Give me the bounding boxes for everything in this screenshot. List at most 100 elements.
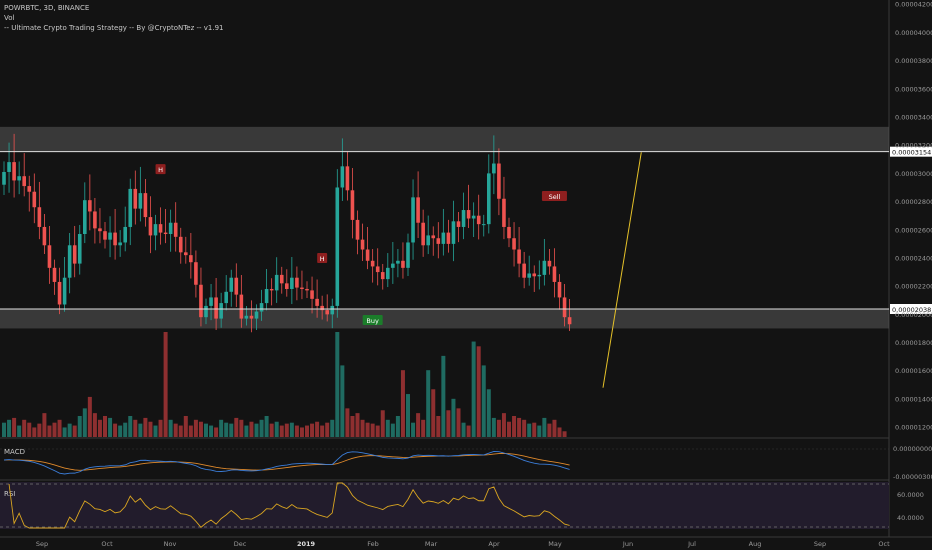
volume-bar: [370, 423, 375, 437]
candle-body: [2, 171, 6, 185]
candle-body: [173, 222, 178, 237]
volume-bar: [52, 422, 57, 437]
candle-body: [567, 317, 572, 325]
rsi-line-path: [8, 482, 570, 529]
candle-body: [123, 226, 127, 243]
candle-body: [355, 219, 360, 240]
candle-body: [320, 305, 324, 311]
price-tick-label: 0.00002000: [895, 311, 932, 319]
volume-bar: [193, 419, 198, 437]
price-tick-label: 0.00003200: [895, 142, 932, 150]
candle-body: [386, 267, 390, 280]
candle-body: [219, 303, 223, 319]
candle-body: [476, 215, 481, 225]
sell-signal-text: Sell: [549, 193, 561, 201]
volume-bar: [325, 422, 330, 437]
candle-body: [27, 186, 32, 192]
volume-bar: [542, 417, 547, 437]
candle-body: [345, 166, 350, 191]
candle-body: [502, 198, 506, 227]
volume-bar: [436, 416, 441, 437]
candle-body: [471, 215, 476, 219]
candle-body: [557, 281, 562, 298]
volume-bar: [441, 355, 446, 437]
volume-bar: [163, 332, 168, 437]
candle-body: [108, 232, 112, 240]
volume-bar: [138, 423, 143, 437]
candle-body: [340, 166, 345, 188]
price-tick-label: 0.00001200: [895, 424, 932, 432]
rsi-line: [8, 482, 570, 529]
support-price-label: 0.00002038: [892, 306, 931, 314]
candle-body: [547, 260, 552, 267]
macd-lines: [3, 451, 570, 475]
candle-body: [537, 274, 542, 277]
sell-signal-badge: [155, 164, 166, 175]
volume-bar: [537, 425, 542, 437]
time-tick-label: Sep: [814, 540, 826, 548]
candle-body: [234, 277, 239, 295]
volume-bar: [471, 341, 476, 437]
time-tick-label: Mar: [425, 540, 438, 548]
candle-body: [259, 303, 264, 312]
volume-bar: [335, 332, 340, 437]
candle-body: [88, 200, 92, 212]
volume-bar: [456, 408, 461, 437]
volume-bar: [92, 413, 97, 437]
candle-body: [350, 190, 355, 220]
candle-body: [93, 211, 97, 229]
candle-body: [52, 267, 57, 282]
strategy-indicator-label: -- Ultimate Crypto Trading Strategy -- B…: [4, 24, 224, 32]
volume-bar: [87, 396, 92, 437]
volume-bar: [103, 416, 107, 437]
candle-body: [466, 210, 471, 219]
candle-body: [300, 287, 304, 289]
price-axis-ticks: 0.00004200 0.00004000 0.00003800 0.00003600…: [895, 1, 932, 432]
time-tick-label: Oct: [878, 540, 890, 548]
volume-bar: [2, 422, 6, 437]
candle-body: [12, 162, 16, 181]
candle-body: [57, 281, 62, 305]
volume-bar: [133, 419, 138, 437]
volume-bar: [148, 421, 153, 437]
volume-bar: [32, 427, 37, 437]
volume-bar: [305, 425, 309, 437]
volume-bar: [264, 416, 269, 437]
volume-bar: [279, 425, 284, 437]
candle-body: [148, 217, 153, 236]
candle-body: [199, 284, 203, 318]
candle-body: [487, 173, 491, 225]
chart-axes: [0, 0, 932, 538]
candle-body: [527, 273, 531, 278]
price-tick-label: 0.00003800: [895, 57, 932, 65]
price-tick-label: 0.00002600: [895, 226, 932, 234]
candle-body: [194, 262, 198, 285]
buy-signal-badge: [362, 314, 383, 325]
volume-bar: [476, 346, 481, 437]
price-zone-1: [0, 309, 889, 329]
candle-body: [285, 283, 289, 289]
candle-body: [244, 315, 249, 319]
volume-bar: [77, 416, 82, 437]
volume-bar: [47, 425, 52, 437]
candle-body: [17, 176, 21, 181]
candle-body: [7, 162, 11, 172]
volume-bar: [390, 423, 395, 437]
candle-body: [189, 255, 193, 263]
time-tick-label: Sep: [36, 540, 48, 548]
volume-bar: [269, 423, 274, 437]
volume-bar: [411, 422, 416, 437]
volume-bar: [123, 422, 128, 437]
candle-body: [542, 260, 547, 275]
volume-bar: [244, 425, 249, 437]
price-tick-label: 0.00003400: [895, 114, 932, 122]
price-zones: [0, 126, 889, 329]
candle-body: [507, 226, 511, 239]
candle-body: [310, 290, 314, 299]
candle-body: [290, 277, 294, 289]
volume-bar: [249, 421, 254, 437]
volume-bar: [496, 419, 501, 437]
candle-body: [481, 224, 486, 226]
macd-tick-zero: 0.00000000: [893, 445, 932, 453]
